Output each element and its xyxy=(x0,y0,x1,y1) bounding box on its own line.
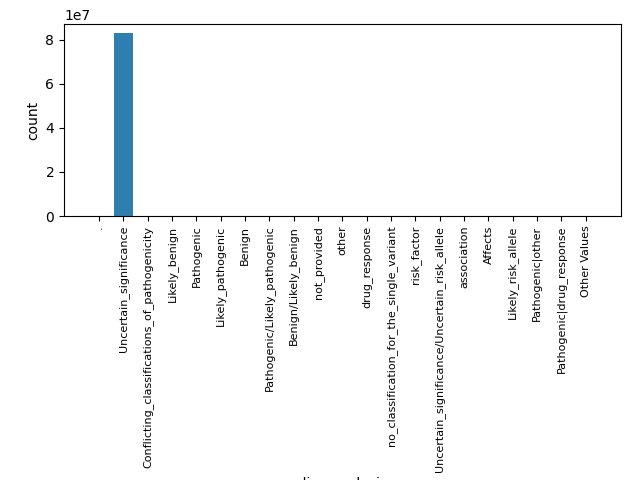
Y-axis label: count: count xyxy=(26,100,40,140)
X-axis label: clinvar_clnsig: clinvar_clnsig xyxy=(296,477,389,480)
Bar xyxy=(114,33,133,216)
